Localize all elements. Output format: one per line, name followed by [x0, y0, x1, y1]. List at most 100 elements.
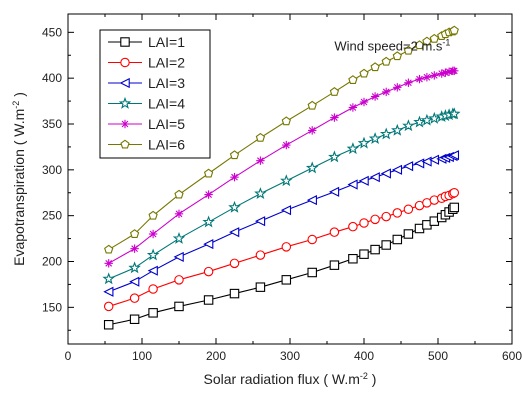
data-point [392, 234, 403, 245]
data-point [174, 275, 184, 285]
data-point [172, 232, 186, 244]
data-point [369, 172, 380, 183]
data-point [102, 272, 115, 285]
data-point [281, 116, 291, 126]
legend-marker [119, 77, 130, 89]
data-point [305, 161, 319, 174]
data-point [229, 288, 240, 299]
data-point [381, 240, 391, 250]
x-tick-label: 500 [428, 349, 448, 363]
legend-item: LAI=5 [108, 116, 185, 132]
series-line [108, 207, 455, 326]
data-point [330, 113, 339, 122]
data-point [306, 194, 317, 206]
data-point [328, 186, 340, 197]
data-point [402, 119, 415, 132]
data-point [391, 123, 404, 136]
data-point [255, 282, 266, 292]
data-point [130, 244, 139, 253]
data-point [148, 308, 158, 318]
data-point [254, 216, 266, 227]
y-tick-label: 400 [42, 71, 62, 85]
legend-marker [118, 96, 132, 109]
y-tick-label: 350 [42, 117, 62, 131]
legend-marker [120, 119, 130, 129]
data-point [348, 75, 358, 84]
legend: LAI=1 LAI=2 LAI=3 LAI=4 LAI=5 LAI=6 [99, 29, 211, 159]
data-point [228, 200, 241, 213]
data-point [174, 209, 184, 219]
data-point [347, 179, 358, 190]
data-point [174, 189, 184, 199]
data-point [449, 188, 460, 198]
data-point [202, 215, 215, 228]
data-point [449, 202, 460, 213]
data-point [129, 293, 140, 303]
data-point [448, 150, 460, 161]
legend-item: LAI=1 [108, 34, 185, 50]
axis-ticks [67, 14, 513, 344]
data-point [308, 126, 317, 135]
data-point [129, 314, 140, 324]
data-point [256, 156, 265, 165]
data-point [380, 168, 391, 179]
series-line [108, 154, 455, 293]
data-point [148, 210, 158, 220]
data-point [403, 229, 414, 239]
data-point [103, 319, 114, 330]
data-point [359, 68, 369, 78]
data-point [381, 211, 391, 222]
data-point [280, 205, 292, 216]
x-axis-label: Solar radiation flux ( W.m-2 ) [204, 371, 377, 387]
data-point [403, 204, 414, 215]
data-point [129, 229, 140, 238]
data-point [203, 238, 214, 250]
data-point [348, 103, 358, 112]
data-point [128, 261, 141, 274]
data-point [348, 254, 358, 264]
data-point [348, 221, 358, 232]
legend-label: LAI=2 [148, 55, 185, 71]
data-point [230, 172, 239, 182]
data-point [148, 284, 158, 294]
data-point [328, 150, 341, 163]
data-point [449, 25, 459, 35]
data-point [421, 156, 432, 167]
y-tick-label: 450 [42, 25, 62, 39]
legend-marker [120, 57, 130, 68]
x-tick-label: 600 [502, 349, 522, 363]
data-point [357, 136, 371, 149]
series-2 [103, 188, 460, 312]
series-1 [103, 202, 460, 330]
data-point [104, 244, 114, 254]
data-point [422, 36, 432, 46]
legend-label: LAI=3 [148, 75, 185, 91]
series-layer [102, 25, 461, 330]
data-point [370, 244, 380, 255]
legend-box [99, 29, 211, 159]
data-point [229, 258, 240, 269]
y-tick-label: 250 [42, 209, 62, 223]
data-point [255, 132, 266, 142]
y-tick-label: 200 [42, 255, 62, 269]
legend-label: LAI=1 [148, 34, 185, 50]
data-point [148, 229, 158, 239]
data-point [307, 100, 317, 110]
data-point [255, 250, 266, 260]
data-point [203, 266, 214, 277]
data-point [404, 78, 413, 87]
data-point [391, 164, 403, 175]
data-point [428, 111, 441, 124]
legend-label: LAI=4 [148, 96, 185, 112]
data-point [229, 150, 240, 160]
wind-speed-annotation: Wind speed=2 m.s-1 [334, 38, 450, 54]
data-point [422, 73, 432, 82]
legend-item: LAI=3 [108, 75, 185, 91]
data-point [146, 248, 160, 261]
data-point [381, 56, 391, 66]
data-point [420, 113, 434, 126]
y-tick-label: 300 [42, 163, 62, 177]
legend-marker [120, 139, 130, 149]
data-point [346, 142, 360, 155]
